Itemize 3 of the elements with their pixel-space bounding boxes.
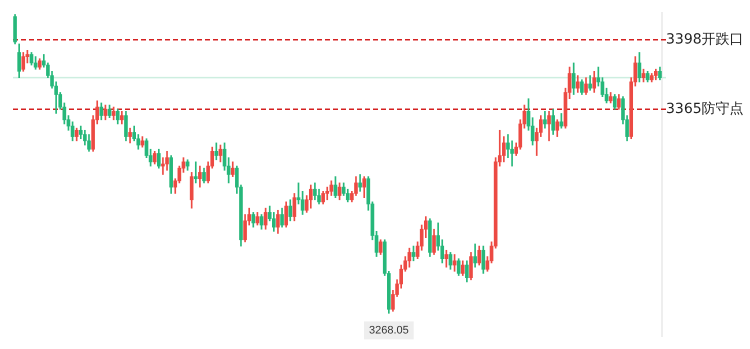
y-tick-label: 3365防守点 <box>666 100 744 117</box>
annotation: 3268.05 <box>368 324 409 336</box>
y-tick-label: 3398开跌口 <box>666 31 744 48</box>
